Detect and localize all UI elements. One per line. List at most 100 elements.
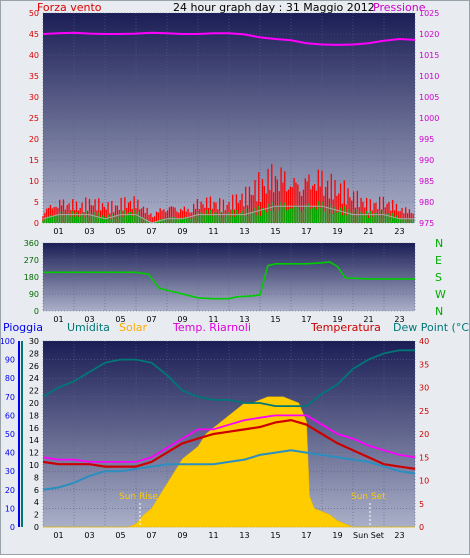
hour-tick-label: 07: [146, 315, 156, 324]
hour-tick-label: 13: [239, 227, 249, 236]
compass-label: E: [435, 254, 442, 267]
pressure-tick-label: 1015: [419, 51, 439, 60]
humidity-tick-label: 16: [29, 424, 39, 433]
hour-tick-label: 23: [394, 531, 404, 540]
hour-tick-label: 21: [363, 315, 373, 324]
pressure-tick-label: 975: [419, 219, 434, 228]
gust-average-line: [42, 205, 415, 224]
temperature-tick-label: 20: [419, 430, 429, 439]
humidity-tick-label: 18: [29, 411, 39, 420]
rain-tick-label: 50: [5, 430, 15, 439]
rain-tick-label: 90: [5, 356, 15, 365]
hour-tick-label: 05: [115, 531, 125, 540]
hour-tick-label: 17: [301, 531, 311, 540]
dew-point-line: [42, 449, 416, 491]
wind-tick-label: 35: [29, 72, 39, 81]
rain-tick-label: 70: [5, 393, 15, 402]
temperature-tick-label: 0: [419, 523, 424, 532]
rain-tick-label: 10: [5, 504, 15, 513]
hour-tick-label: 19: [332, 227, 342, 236]
pressure-tick-label: 1020: [419, 30, 439, 39]
direction-tick-label: 270: [24, 256, 39, 265]
wind-tick-label: 20: [29, 135, 39, 144]
hour-tick-label: 15: [270, 227, 280, 236]
hour-tick-label: 11: [208, 315, 218, 324]
rain-tick-label: 40: [5, 449, 15, 458]
wind-tick-label: 50: [29, 9, 39, 18]
hour-tick-label: 19: [332, 315, 342, 324]
hour-tick-label: 21: [363, 227, 373, 236]
wind-direction-line: [43, 261, 415, 300]
hour-tick-label: 09: [177, 315, 187, 324]
hour-tick-label: 05: [115, 315, 125, 324]
direction-tick-label: 180: [24, 273, 39, 282]
legend-pioggia: Pioggia: [3, 321, 43, 334]
hour-tick-label: 09: [177, 227, 187, 236]
humidity-tick-label: 20: [29, 399, 39, 408]
pressure-tick-label: 1010: [419, 72, 439, 81]
hour-tick-label: 11: [208, 227, 218, 236]
hour-tick-label: 23: [394, 315, 404, 324]
humidity-tick-label: 4: [34, 498, 39, 507]
hour-tick-label: 15: [270, 315, 280, 324]
wind-tick-label: 15: [29, 156, 39, 165]
sun-rise-label: Sun Rise: [119, 492, 158, 502]
legend-dew-point: Dew Point (°C): [393, 321, 469, 334]
temperature-tick-label: 35: [419, 360, 429, 369]
hour-tick-label: 01: [53, 227, 63, 236]
wind-tick-label: 25: [29, 114, 39, 123]
hour-tick-label: 03: [84, 531, 94, 540]
compass-label: N: [435, 237, 443, 250]
rain-tick-label: 30: [5, 467, 15, 476]
humidity-tick-label: 30: [29, 337, 39, 346]
rain-tick-label: 0: [10, 523, 15, 532]
legend-temperatura: Temperatura: [310, 321, 381, 334]
hour-tick-label: 09: [177, 531, 187, 540]
rain-tick-label: 100: [1, 337, 15, 346]
compass-label: N: [435, 305, 443, 318]
wind-tick-label: 5: [34, 198, 39, 207]
humidity-tick-label: 10: [29, 461, 39, 470]
wind-tick-label: 40: [29, 51, 39, 60]
humidity-tick-label: 24: [29, 374, 39, 383]
temperature-tick-label: 15: [419, 453, 429, 462]
pressure-tick-label: 985: [419, 177, 434, 186]
pressure-tick-label: 1000: [419, 114, 439, 123]
right-axis-title: Pressione: [373, 1, 426, 14]
legend-temp-riarnoli: Temp. Riarnoli: [172, 321, 251, 334]
pressure-tick-label: 1025: [419, 9, 439, 18]
temperature-tick-label: 30: [419, 384, 429, 393]
hour-tick-label: 07: [146, 531, 156, 540]
axes: 0510152025303540455097598098599099510001…: [0, 9, 446, 540]
direction-tick-label: 90: [29, 290, 39, 299]
humidity-tick-label: 8: [34, 473, 39, 482]
wind-tick-label: 45: [29, 30, 39, 39]
legend-umidita: Umidita: [67, 321, 110, 334]
pressure-tick-label: 1005: [419, 93, 439, 102]
rain-tick-label: 60: [5, 411, 15, 420]
humidity-tick-label: 28: [29, 349, 39, 358]
humidity-tick-label: 22: [29, 387, 39, 396]
series-lines: [42, 31, 416, 491]
hour-tick-label: 03: [84, 315, 94, 324]
humidity-tick-label: 0: [34, 523, 39, 532]
rain-tick-label: 80: [5, 374, 15, 383]
temperature-line: [42, 418, 416, 470]
hour-tick-label: 15: [270, 531, 280, 540]
temperature-tick-label: 10: [419, 477, 429, 486]
hour-tick-label: 11: [208, 531, 218, 540]
compass-label: W: [435, 288, 446, 301]
temperature-tick-label: 5: [419, 500, 424, 509]
hour-tick-label: 17: [301, 227, 311, 236]
rain-tick-label: 20: [5, 486, 15, 495]
humidity-tick-label: 2: [34, 511, 39, 520]
temperature-tick-label: 40: [419, 337, 429, 346]
sun-set-label: Sun Set: [351, 492, 386, 502]
pressure-line: [42, 31, 416, 46]
hour-tick-label: 01: [53, 531, 63, 540]
hour-tick-label: 05: [115, 227, 125, 236]
hour-tick-label: 13: [239, 315, 249, 324]
temp-riarnoli-line: [42, 414, 416, 463]
